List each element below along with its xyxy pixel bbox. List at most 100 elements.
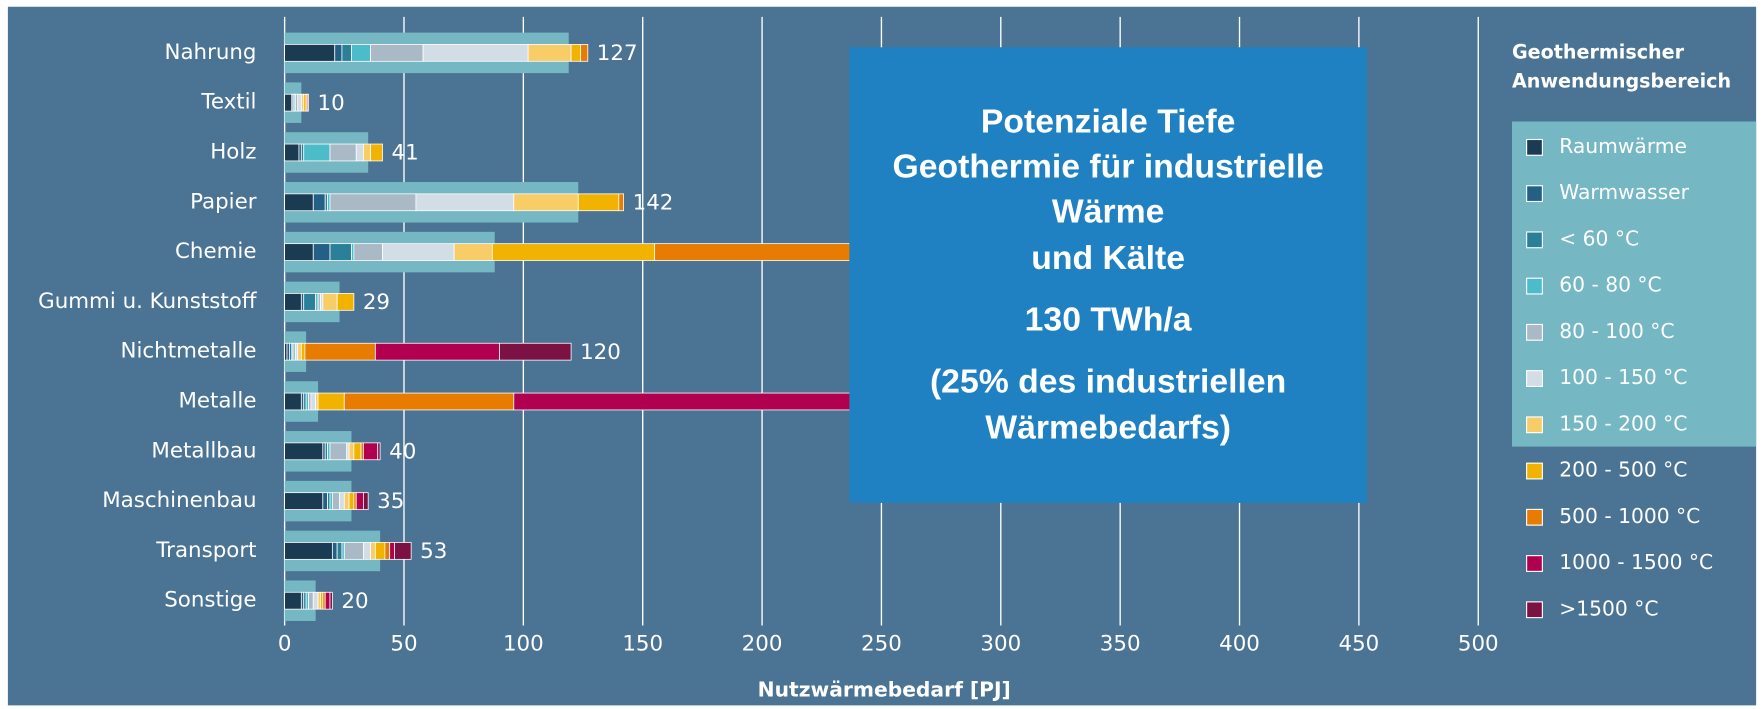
x-tick-label: 0 bbox=[278, 632, 292, 657]
bar-segment bbox=[355, 492, 364, 510]
bar-segment bbox=[422, 44, 529, 62]
x-tick-label: 150 bbox=[622, 632, 663, 657]
bar-segment bbox=[351, 44, 371, 62]
total-label: 29 bbox=[363, 290, 390, 315]
total-label: 20 bbox=[341, 589, 368, 614]
legend-swatch bbox=[1526, 416, 1543, 434]
bar-segment bbox=[491, 243, 656, 261]
bar-segment bbox=[415, 193, 515, 212]
bar-segment bbox=[370, 542, 376, 560]
bar-segment bbox=[527, 44, 572, 62]
legend-label: 500 - 1000 °C bbox=[1559, 504, 1700, 528]
bar-segment bbox=[389, 542, 395, 560]
bar-segment bbox=[312, 193, 326, 212]
category-label: Sonstige bbox=[164, 588, 256, 613]
bar-segment bbox=[499, 342, 572, 361]
annotation-box bbox=[849, 47, 1367, 503]
total-label: 40 bbox=[389, 439, 416, 464]
bar-segment bbox=[382, 243, 455, 261]
bar-segment bbox=[331, 492, 340, 510]
x-tick-label: 100 bbox=[503, 632, 544, 657]
bar-segment bbox=[353, 243, 383, 261]
x-tick-label: 50 bbox=[390, 632, 417, 657]
bar-segment bbox=[297, 93, 302, 112]
bar-segment bbox=[341, 44, 352, 62]
annotation-text: Wärme bbox=[1052, 193, 1165, 231]
bar-segment bbox=[284, 492, 324, 510]
bar-segment bbox=[343, 542, 364, 560]
bar-segment bbox=[284, 143, 300, 162]
bar-segment bbox=[312, 591, 319, 610]
bar-segment bbox=[353, 442, 362, 461]
bar-segment bbox=[618, 193, 625, 212]
bar-segment bbox=[343, 392, 515, 411]
annotation-text: (25% des industriellen bbox=[930, 363, 1286, 401]
legend-swatch bbox=[1526, 231, 1543, 249]
bar-segment bbox=[336, 293, 355, 311]
bar-segment bbox=[308, 591, 314, 610]
annotation-text: 130 TWh/a bbox=[1025, 301, 1192, 339]
bar-segment bbox=[334, 44, 343, 62]
bar-segment bbox=[284, 293, 302, 311]
x-tick-label: 300 bbox=[980, 632, 1021, 657]
bar-segment bbox=[513, 392, 897, 411]
bar-segment bbox=[300, 342, 306, 361]
category-label: Nichtmetalle bbox=[121, 339, 257, 364]
legend-label: 100 - 150 °C bbox=[1559, 365, 1687, 389]
bar-segment bbox=[377, 442, 381, 461]
bar-segment bbox=[303, 293, 317, 311]
bar-segment bbox=[363, 442, 379, 461]
bar-segment bbox=[370, 44, 424, 62]
bar-segment bbox=[284, 442, 324, 461]
total-label: 35 bbox=[377, 489, 404, 514]
bar-segment bbox=[322, 293, 338, 311]
category-label: Metalle bbox=[178, 389, 256, 414]
bar-segment bbox=[322, 492, 328, 510]
legend-title: Geothermischer bbox=[1512, 40, 1685, 63]
total-label: 10 bbox=[317, 91, 344, 116]
x-tick-label: 450 bbox=[1338, 632, 1379, 657]
bar-segment bbox=[343, 492, 350, 510]
bar-segment bbox=[303, 143, 331, 162]
bar-segment bbox=[339, 492, 345, 510]
bar-segment bbox=[394, 542, 412, 560]
legend-label: 80 - 100 °C bbox=[1559, 319, 1674, 343]
bar-segment bbox=[284, 44, 336, 62]
bar-segment bbox=[363, 492, 369, 510]
bar-segment bbox=[384, 542, 391, 560]
legend-title: Anwendungsbereich bbox=[1512, 70, 1731, 93]
bar-segment bbox=[355, 143, 364, 162]
bar-segment bbox=[374, 542, 386, 560]
bar-segment bbox=[329, 243, 352, 261]
x-axis-title: Nutzwärmebedarf [PJ] bbox=[758, 677, 1011, 701]
bar-segment bbox=[570, 44, 582, 62]
category-label: Holz bbox=[210, 139, 256, 164]
category-label: Metallbau bbox=[151, 438, 256, 463]
legend-swatch bbox=[1526, 601, 1543, 619]
legend-label: Raumwärme bbox=[1559, 134, 1687, 158]
annotation-text: Geothermie für industrielle bbox=[892, 148, 1323, 186]
legend-label: 1000 - 1500 °C bbox=[1559, 550, 1713, 574]
bar-segment bbox=[580, 44, 589, 62]
legend-label: >1500 °C bbox=[1559, 596, 1658, 620]
legend-label: < 60 °C bbox=[1559, 226, 1639, 250]
x-tick-label: 350 bbox=[1100, 632, 1141, 657]
category-label: Gummi u. Kunststoff bbox=[38, 289, 258, 314]
bar-segment bbox=[324, 591, 331, 610]
bar-segment bbox=[284, 591, 302, 610]
total-label: 142 bbox=[633, 190, 674, 215]
bar-segment bbox=[304, 342, 376, 361]
bar-segment bbox=[284, 93, 293, 112]
bar-segment bbox=[284, 243, 314, 261]
category-label: Chemie bbox=[175, 239, 256, 264]
bar-segment bbox=[329, 591, 333, 610]
bar-segment bbox=[329, 143, 357, 162]
bar-segment bbox=[363, 143, 371, 162]
bar-segment bbox=[331, 542, 338, 560]
bar-segment bbox=[310, 392, 317, 411]
legend-label: Warmwasser bbox=[1559, 180, 1689, 204]
legend-swatch bbox=[1526, 138, 1543, 156]
legend-swatch bbox=[1526, 323, 1543, 341]
bar-segment bbox=[513, 193, 579, 212]
